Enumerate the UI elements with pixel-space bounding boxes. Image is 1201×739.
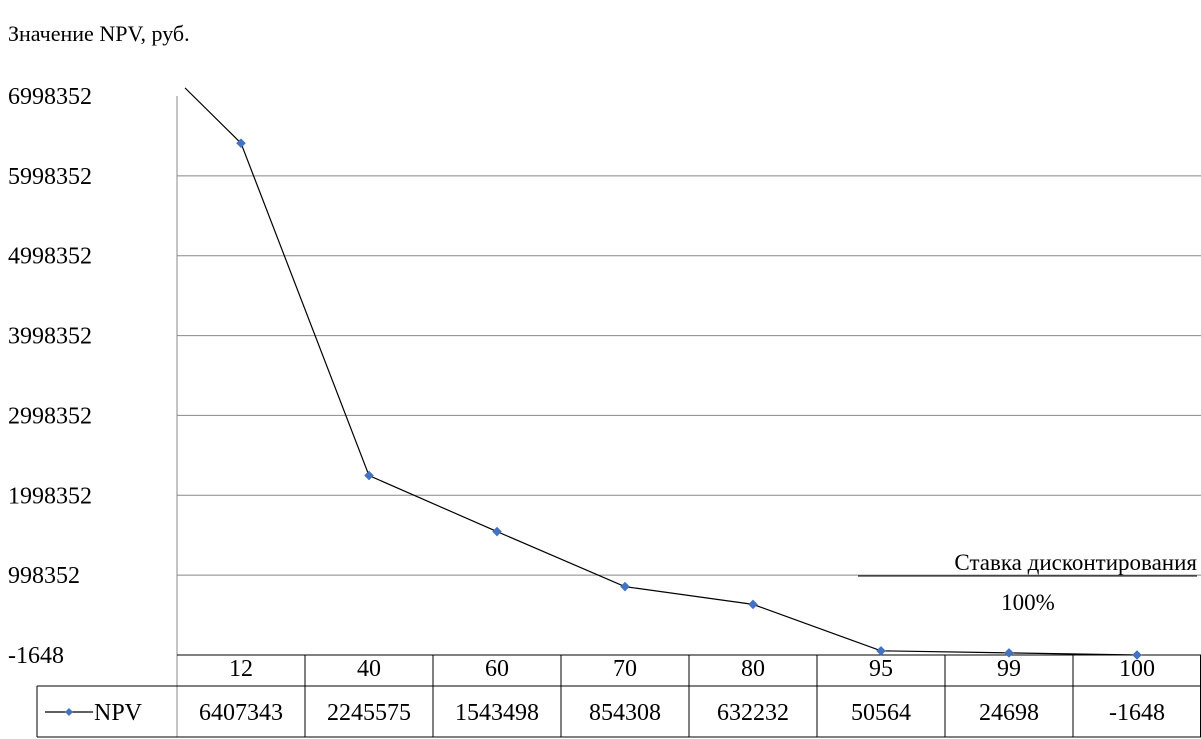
table-value-cell: 632232 xyxy=(717,700,789,726)
y-tick-label: -1648 xyxy=(8,643,64,669)
data-point xyxy=(492,526,502,537)
y-tick-label: 6998352 xyxy=(8,84,92,110)
y-tick-label: 1998352 xyxy=(8,483,92,509)
table-value-cell: 6407343 xyxy=(199,700,283,726)
x-category-label: 99 xyxy=(997,656,1021,682)
chart-title: Значение NPV, руб. xyxy=(8,21,190,46)
annotation-value: 100% xyxy=(1001,590,1055,615)
x-category-label: 60 xyxy=(485,656,509,682)
table-value-cell: 50564 xyxy=(851,700,911,726)
annotation-label: Ставка дисконтирования xyxy=(954,550,1197,575)
y-tick-label: 4998352 xyxy=(8,244,92,270)
data-point xyxy=(236,138,246,149)
x-category-label: 70 xyxy=(613,656,637,682)
table-value-cell: 854308 xyxy=(589,700,661,726)
x-category-label: 40 xyxy=(357,656,381,682)
x-category-label: 12 xyxy=(229,656,253,682)
table-value-cell: 1543498 xyxy=(455,700,539,726)
data-point xyxy=(620,581,630,592)
data-point xyxy=(1132,650,1142,660)
y-tick-label: 998352 xyxy=(8,563,80,589)
table-value-cell: 2245575 xyxy=(327,700,411,726)
table-value-cell: -1648 xyxy=(1109,700,1165,726)
legend-marker xyxy=(65,708,73,716)
data-point xyxy=(1004,648,1014,658)
y-tick-label: 5998352 xyxy=(8,164,92,190)
data-point xyxy=(876,645,886,656)
x-category-label: 80 xyxy=(741,656,765,682)
data-point xyxy=(364,470,374,481)
legend-label-npv: NPV xyxy=(94,700,143,726)
rate-annotation: Ставка дисконтирования 100% xyxy=(858,550,1197,615)
table-value-cell: 24698 xyxy=(979,700,1039,726)
y-axis-tick-labels: 6998352 5998352 4998352 3998352 2998352 19983… xyxy=(8,84,92,669)
x-category-label: 100 xyxy=(1119,656,1155,682)
data-point xyxy=(748,599,758,610)
y-tick-label: 2998352 xyxy=(8,403,92,429)
data-table: 12 40 60 70 80 95 99 100 6407343 2245575 1543498 85… xyxy=(36,654,1201,738)
gridlines xyxy=(177,175,1201,576)
x-category-label: 95 xyxy=(869,656,893,682)
npv-series-points xyxy=(236,138,1142,660)
y-tick-label: 3998352 xyxy=(8,324,92,350)
